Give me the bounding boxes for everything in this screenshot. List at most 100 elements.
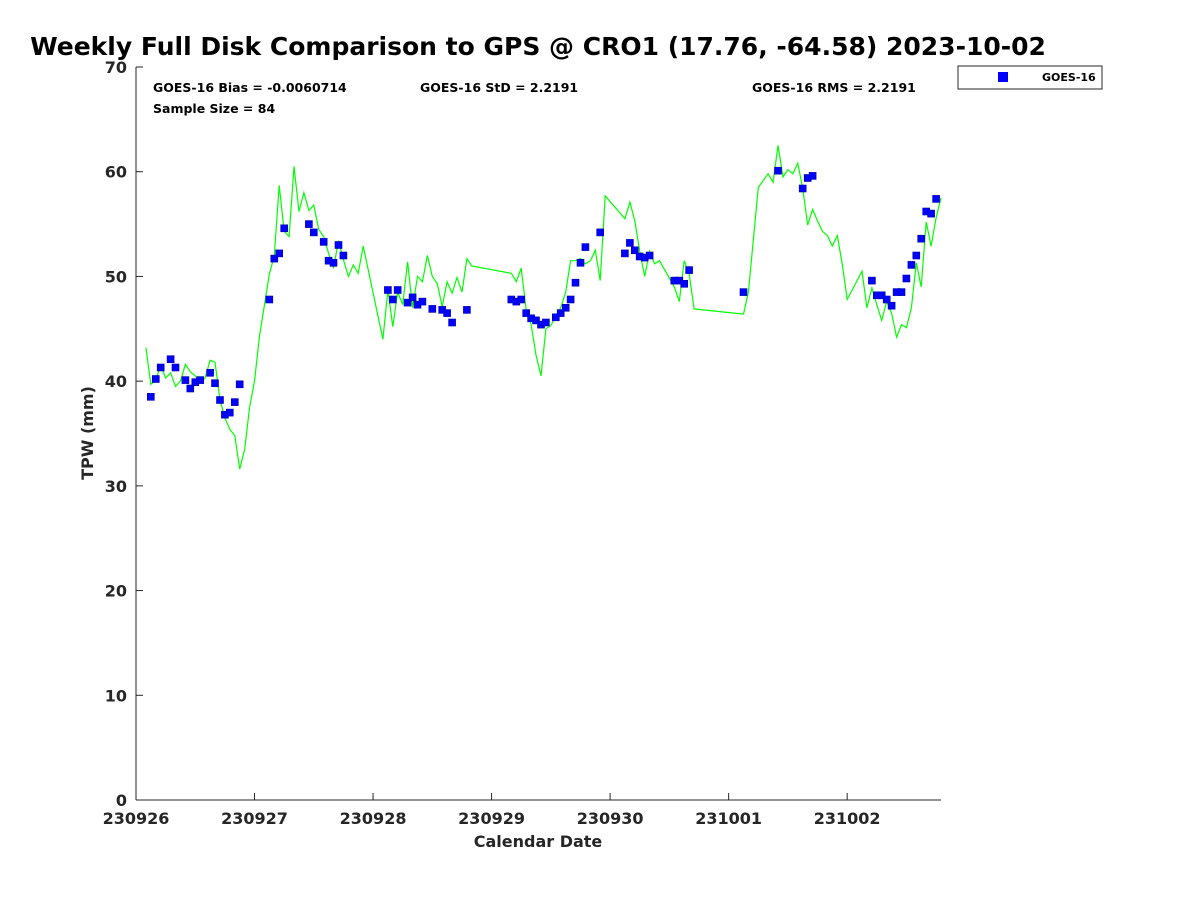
x-tick-label: 230929 bbox=[458, 809, 525, 828]
goes-16-point bbox=[211, 379, 219, 388]
goes-16-point bbox=[171, 363, 180, 372]
goes-16-point bbox=[339, 251, 348, 260]
goes-16-point bbox=[393, 286, 402, 294]
y-tick-label: 20 bbox=[105, 582, 127, 601]
std-stat: GOES-16 StD = 2.2191 bbox=[420, 80, 578, 95]
goes-16-point bbox=[403, 298, 412, 307]
goes-16-point bbox=[542, 318, 550, 327]
goes-16-point bbox=[877, 291, 886, 300]
goes-16-point bbox=[418, 297, 427, 306]
x-tick-label: 231002 bbox=[814, 809, 881, 828]
goes-16-point bbox=[798, 184, 807, 193]
x-tick-label: 230926 bbox=[103, 809, 170, 828]
goes-16-series bbox=[147, 166, 940, 419]
y-tick-label: 70 bbox=[105, 58, 127, 77]
goes-16-point bbox=[561, 303, 570, 312]
goes-16-point bbox=[181, 376, 190, 384]
goes-16-point bbox=[551, 313, 560, 322]
goes-16-point bbox=[329, 258, 338, 267]
goes-16-point bbox=[147, 392, 155, 401]
chart-title: Weekly Full Disk Comparison to GPS @ CRO… bbox=[30, 32, 1046, 61]
goes-16-point bbox=[270, 254, 279, 263]
goes-16-point bbox=[463, 306, 471, 314]
goes-16-point bbox=[680, 279, 689, 288]
goes-16-point bbox=[186, 384, 195, 393]
plot-area bbox=[135, 67, 941, 801]
goes-16-point bbox=[532, 316, 540, 325]
y-tick-label: 10 bbox=[105, 686, 127, 705]
goes-16-point bbox=[927, 209, 935, 218]
goes-16-point bbox=[576, 258, 585, 267]
rms-stat: GOES-16 RMS = 2.2191 bbox=[752, 80, 916, 95]
goes-16-point bbox=[917, 234, 926, 243]
goes-16-point bbox=[428, 305, 437, 313]
y-tick-label: 0 bbox=[116, 791, 127, 810]
legend-marker-goes-16 bbox=[998, 72, 1008, 82]
goes-16-point bbox=[645, 251, 654, 260]
goes-16-point bbox=[808, 172, 817, 180]
legend-label-goes-16: GOES-16 bbox=[1042, 71, 1096, 84]
goes-16-point bbox=[156, 363, 165, 372]
x-tick-label: 230930 bbox=[577, 809, 644, 828]
goes-16-point bbox=[384, 286, 392, 294]
goes-16-point bbox=[739, 288, 748, 296]
goes-16-point bbox=[566, 295, 575, 304]
goes-16-point bbox=[621, 249, 629, 258]
x-tick-label: 230928 bbox=[340, 809, 407, 828]
goes-16-point bbox=[581, 243, 590, 251]
goes-16-point bbox=[388, 295, 397, 304]
bias-stat: GOES-16 Bias = -0.0060714 bbox=[153, 80, 347, 95]
y-tick-label: 50 bbox=[105, 267, 127, 286]
goes-16-point bbox=[517, 295, 526, 304]
y-axis-label: TPW (mm) bbox=[78, 386, 97, 480]
goes-16-point bbox=[226, 408, 234, 417]
gps-series bbox=[145, 145, 942, 470]
goes-16-point bbox=[774, 166, 782, 175]
goes-16-point bbox=[334, 241, 343, 249]
goes-16-point bbox=[443, 309, 451, 317]
goes-16-point bbox=[309, 228, 318, 237]
goes-16-point bbox=[408, 293, 417, 302]
x-axis-label: Calendar Date bbox=[474, 832, 603, 851]
x-tick-label: 230927 bbox=[221, 809, 288, 828]
goes-16-point bbox=[319, 238, 328, 246]
y-tick-label: 40 bbox=[105, 372, 127, 391]
goes-16-point bbox=[265, 295, 274, 304]
legend: GOES-16 bbox=[957, 65, 1103, 90]
goes-16-point bbox=[902, 274, 911, 283]
goes-16-point bbox=[897, 288, 906, 296]
goes-16-point bbox=[907, 261, 916, 269]
goes-16-point bbox=[571, 278, 580, 287]
gps-series-line bbox=[145, 145, 942, 470]
goes-16-point bbox=[196, 376, 204, 384]
goes-16-point bbox=[556, 309, 565, 317]
x-axis-ticks: 230926 230927 230928 230929 230930 231001 2310… bbox=[103, 793, 881, 828]
goes-16-point bbox=[166, 355, 175, 364]
goes-16-point bbox=[685, 266, 693, 274]
goes-16-point bbox=[152, 375, 160, 383]
goes-16-point bbox=[305, 220, 313, 228]
goes-16-point bbox=[868, 276, 876, 285]
goes-16-point bbox=[448, 318, 456, 327]
sample-size-stat: Sample Size = 84 bbox=[153, 101, 275, 116]
goes-16-point bbox=[522, 309, 531, 317]
goes-16-point bbox=[275, 249, 284, 258]
goes-16-point bbox=[932, 195, 940, 203]
y-tick-label: 60 bbox=[105, 163, 127, 182]
legend-box bbox=[957, 65, 1103, 90]
goes-16-point bbox=[280, 224, 289, 233]
goes-16-point bbox=[235, 380, 244, 389]
goes-16-point bbox=[887, 301, 896, 310]
goes-16-point bbox=[912, 251, 921, 260]
goes-16-point bbox=[626, 239, 634, 247]
y-tick-label: 30 bbox=[105, 477, 127, 496]
goes-16-point bbox=[630, 246, 639, 255]
goes-16-point bbox=[596, 228, 605, 237]
goes-16-point bbox=[216, 396, 224, 404]
goes-16-point bbox=[231, 398, 239, 406]
goes-16-point bbox=[206, 368, 214, 377]
y-axis-ticks: 0 10 20 30 40 50 60 70 bbox=[105, 58, 143, 810]
goes-16-point bbox=[882, 295, 891, 304]
x-tick-label: 231001 bbox=[695, 809, 762, 828]
